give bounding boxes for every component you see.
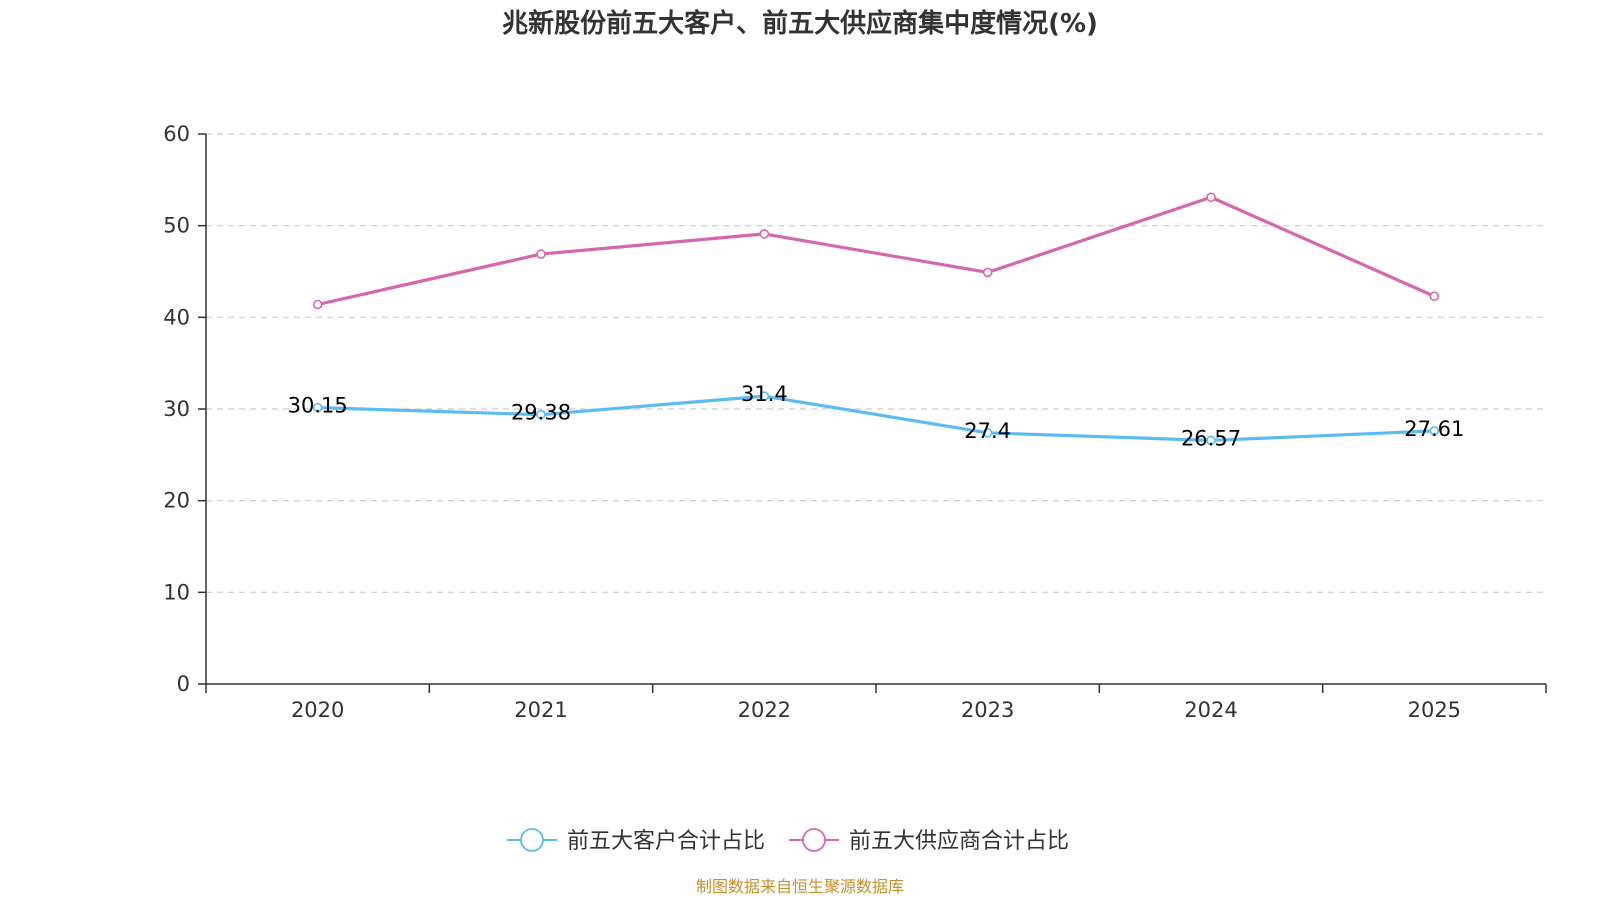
y-tick-label: 20	[163, 489, 190, 513]
data-point	[1429, 426, 1440, 436]
data-label: 30.15	[288, 394, 348, 418]
y-tick-label: 10	[163, 580, 190, 604]
data-label: 26.57	[1181, 426, 1241, 450]
axes: 0 10 20 30 40 50 60 2020 2021 2022 2023 2024 2025	[163, 122, 1547, 722]
data-point	[1206, 192, 1216, 203]
data-point	[982, 267, 993, 278]
data-point	[312, 402, 323, 413]
x-tick-label: 2023	[961, 698, 1014, 722]
x-tick-label: 2021	[514, 698, 567, 722]
data-point	[982, 428, 993, 438]
x-tick-label: 2022	[738, 698, 791, 722]
x-tick-label: 2020	[291, 698, 344, 722]
y-tick-label: 50	[163, 214, 190, 238]
x-tick-label: 2025	[1408, 698, 1461, 722]
x-tick-label: 2024	[1184, 698, 1237, 722]
data-point	[1206, 435, 1216, 446]
data-label: 31.4	[741, 382, 788, 406]
series-line	[317, 195, 1435, 307]
y-tick-label: 30	[163, 397, 190, 421]
gridlines	[206, 133, 1546, 593]
legend-marker	[520, 828, 544, 852]
series-layer	[312, 192, 1440, 446]
y-tick-label: 60	[163, 122, 190, 146]
data-label: 29.38	[511, 401, 571, 425]
legend-marker	[802, 828, 826, 852]
data-point	[536, 409, 546, 420]
chart-title: 兆新股份前五大客户、前五大供应商集中度情况(%)	[502, 8, 1098, 39]
y-tick-label: 0	[177, 672, 190, 696]
y-tick-label: 40	[163, 305, 190, 329]
legend-item[interactable]: 前五大客户合计占比	[507, 828, 765, 854]
data-label: 27.61	[1404, 417, 1464, 441]
legend[interactable]: 前五大客户合计占比 前五大供应商合计占比	[507, 828, 1069, 854]
data-point	[759, 229, 770, 239]
data-point	[759, 391, 770, 401]
data-point	[312, 299, 323, 310]
data-point	[1429, 291, 1440, 302]
series-line	[317, 394, 1435, 443]
source-note: 制图数据来自恒生聚源数据库	[696, 877, 904, 896]
legend-label: 前五大供应商合计占比	[849, 829, 1069, 854]
legend-item[interactable]: 前五大供应商合计占比	[789, 828, 1069, 854]
data-label: 27.4	[964, 419, 1011, 443]
data-point	[536, 249, 546, 259]
data-labels: 30.15 29.38 31.4 27.4 26.57 27.61	[288, 382, 1465, 450]
legend-label: 前五大客户合计占比	[567, 829, 765, 854]
